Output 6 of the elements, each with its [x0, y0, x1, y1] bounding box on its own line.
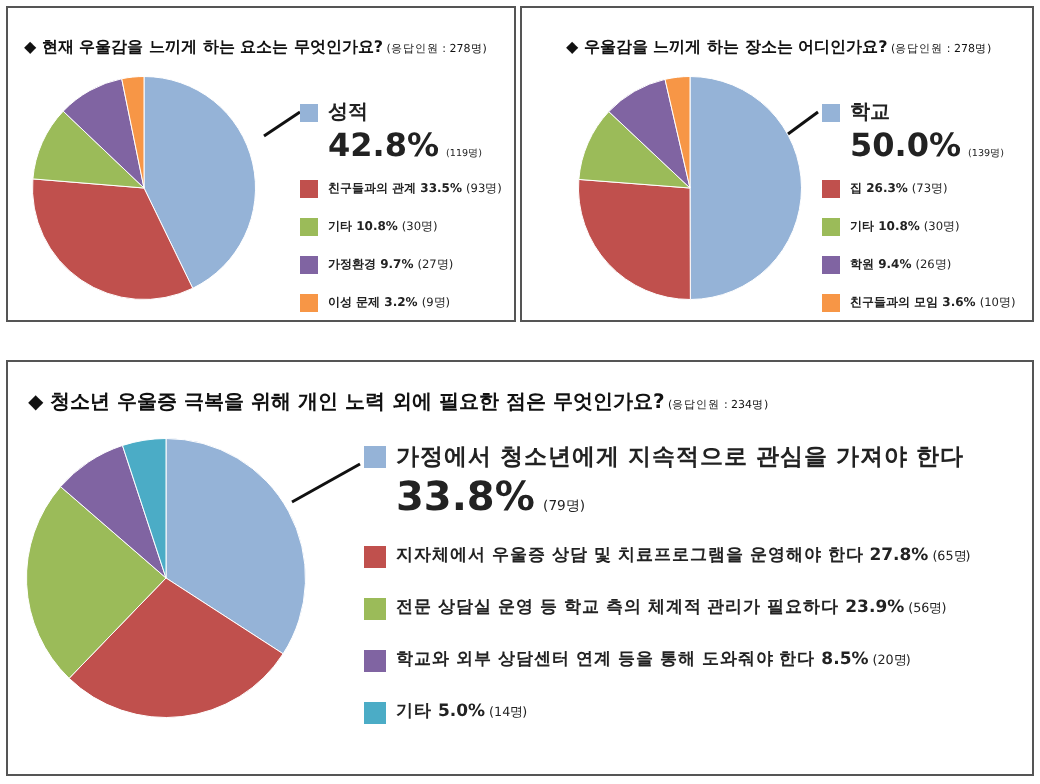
text: ◆ 현재 우울감을 느끼게 하는 요소는 무엇인가요? — [24, 38, 384, 56]
legend-label: 가정에서 청소년에게 지속적으로 관심을 가져야 한다 — [394, 442, 967, 472]
text: ◆ 우울감을 느끼게 하는 장소는 어디인가요? — [566, 38, 888, 56]
chart-title: ◆ 청소년 우울증 극복을 위해 개인 노력 외에 필요한 점은 무엇인가요? — [28, 392, 665, 414]
legend-label: 학교 — [848, 100, 892, 126]
legend-label: 성적 — [326, 100, 370, 126]
